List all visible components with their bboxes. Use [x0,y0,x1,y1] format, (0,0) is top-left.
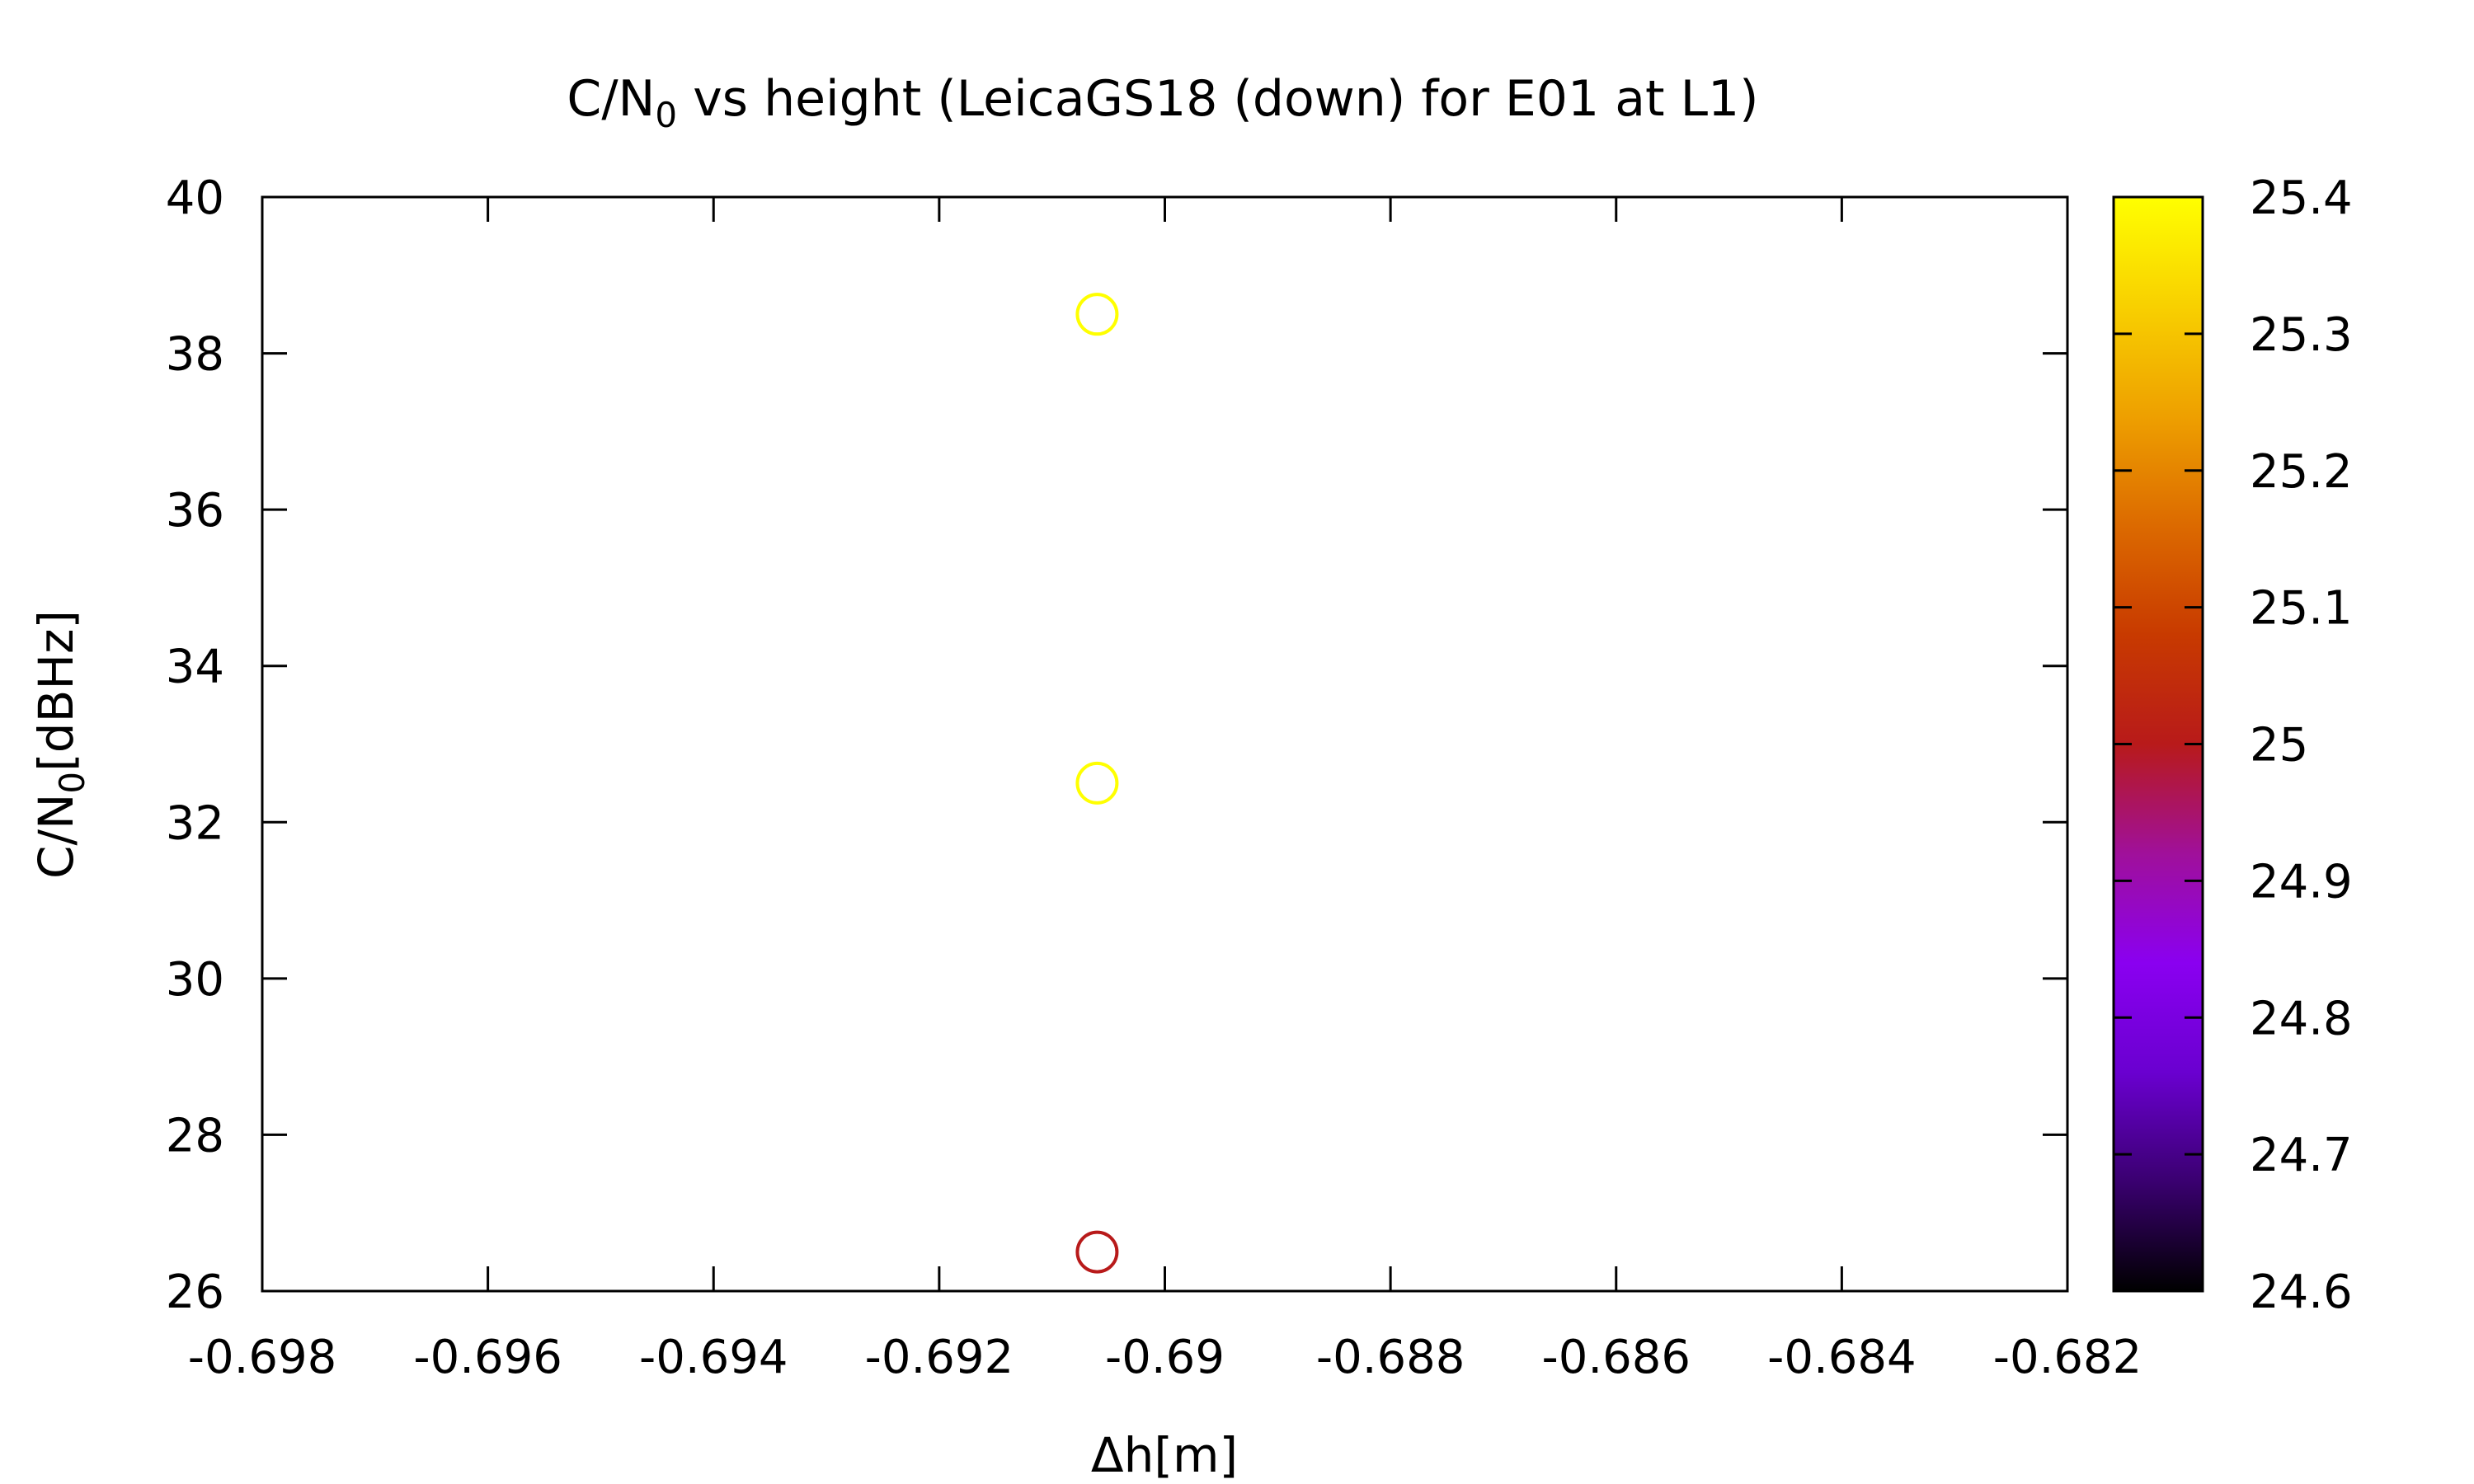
colorbar-ticks: 24.6 24.7 24.8 24.9 25 25.1 25.2 25.3 25.4 [2114,171,2353,1319]
colorbar-tick-label: 24.8 [2250,992,2353,1045]
y-tick-label: 40 [166,171,224,225]
colorbar-tick-label: 24.6 [2250,1266,2353,1319]
chart-title: C/N0 vs height (LeicaGS18 (down) for E01… [567,70,1758,135]
colorbar-tick-label: 25.4 [2250,171,2353,225]
colorbar-tick-label: 24.9 [2250,855,2353,909]
y-tick-label: 30 [166,953,224,1007]
x-tick-label: -0.696 [413,1331,562,1384]
y-tick-label: 38 [166,328,224,382]
y-tick-label: 34 [166,641,224,694]
x-tick-label: -0.688 [1316,1331,1465,1384]
data-point [1075,761,1119,805]
x-tick-label: -0.686 [1541,1331,1691,1384]
y-tick-label: 26 [166,1266,224,1319]
x-tick-label: -0.698 [188,1331,337,1384]
data-points [1075,293,1119,1274]
colorbar-tick-label: 25.1 [2250,582,2353,636]
x-tick-label: -0.684 [1767,1331,1917,1384]
y-axis-ticks: 26 28 30 32 34 36 38 40 [166,171,2067,1319]
x-axis-ticks: -0.698 -0.696 -0.694 -0.692 -0.69 -0.688 -0.68… [188,197,2142,1384]
data-point [1075,1230,1119,1274]
x-tick-label: -0.694 [639,1331,788,1384]
y-tick-label: 32 [166,796,224,850]
colorbar-tick-label: 25.2 [2250,445,2353,499]
data-point [1075,293,1119,336]
colorbar-tick-label: 24.7 [2250,1129,2353,1182]
x-tick-label: -0.682 [1993,1331,2142,1384]
y-tick-label: 28 [166,1109,224,1162]
colorbar-tick-label: 25 [2250,719,2308,773]
x-tick-label: -0.69 [1105,1331,1225,1384]
plot-area [261,195,2069,1293]
x-tick-label: -0.692 [865,1331,1014,1384]
y-tick-label: 36 [166,484,224,538]
colorbar-tick-label: 25.3 [2250,308,2353,362]
x-axis-label: Δh[m] [1091,1427,1238,1483]
y-axis-label: C/N0[dBHz] [28,610,92,879]
